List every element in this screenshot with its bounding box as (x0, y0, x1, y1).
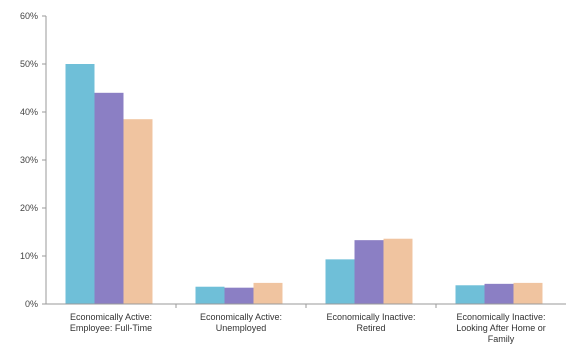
y-tick-label: 50% (20, 59, 38, 69)
x-category-label: Economically Inactive: Looking After Home… (456, 312, 546, 344)
y-tick-label: 0% (25, 299, 38, 309)
bar (94, 92, 124, 304)
x-category-label-line: Family (488, 334, 515, 344)
bar (224, 287, 254, 304)
y-tick-label: 30% (20, 155, 38, 165)
bar (354, 240, 384, 304)
x-category-label-line: Unemployed (216, 323, 267, 333)
x-category-label: Economically Inactive: Retired (326, 312, 415, 333)
bar (484, 283, 514, 304)
x-category-label-line: Economically Active: (200, 312, 282, 322)
bar (65, 64, 95, 304)
bar (325, 259, 355, 304)
bar (383, 238, 413, 304)
x-category-label-line: Retired (356, 323, 385, 333)
x-category-label: Economically Active: Employee: Full-Time (70, 312, 152, 333)
x-category-label-line: Economically Active: (70, 312, 152, 322)
bar (123, 119, 153, 304)
y-tick-label: 20% (20, 203, 38, 213)
x-axis: Economically Active: Employee: Full-TimeE… (46, 303, 566, 344)
bar (513, 282, 543, 304)
bar (253, 282, 283, 304)
x-category-label-line: Economically Inactive: (456, 312, 545, 322)
y-tick-label: 10% (20, 251, 38, 261)
y-tick-label: 40% (20, 107, 38, 117)
y-axis: 0% 10% 20% 30% 40% 50% 60% (20, 11, 47, 309)
x-category-label: Economically Active: Unemployed (200, 312, 282, 333)
bar (195, 286, 225, 304)
bar (455, 285, 485, 304)
x-category-label-line: Looking After Home or (456, 323, 546, 333)
bars (65, 64, 543, 304)
y-tick-label: 60% (20, 11, 38, 21)
x-category-label-line: Employee: Full-Time (70, 323, 152, 333)
x-category-label-line: Economically Inactive: (326, 312, 415, 322)
